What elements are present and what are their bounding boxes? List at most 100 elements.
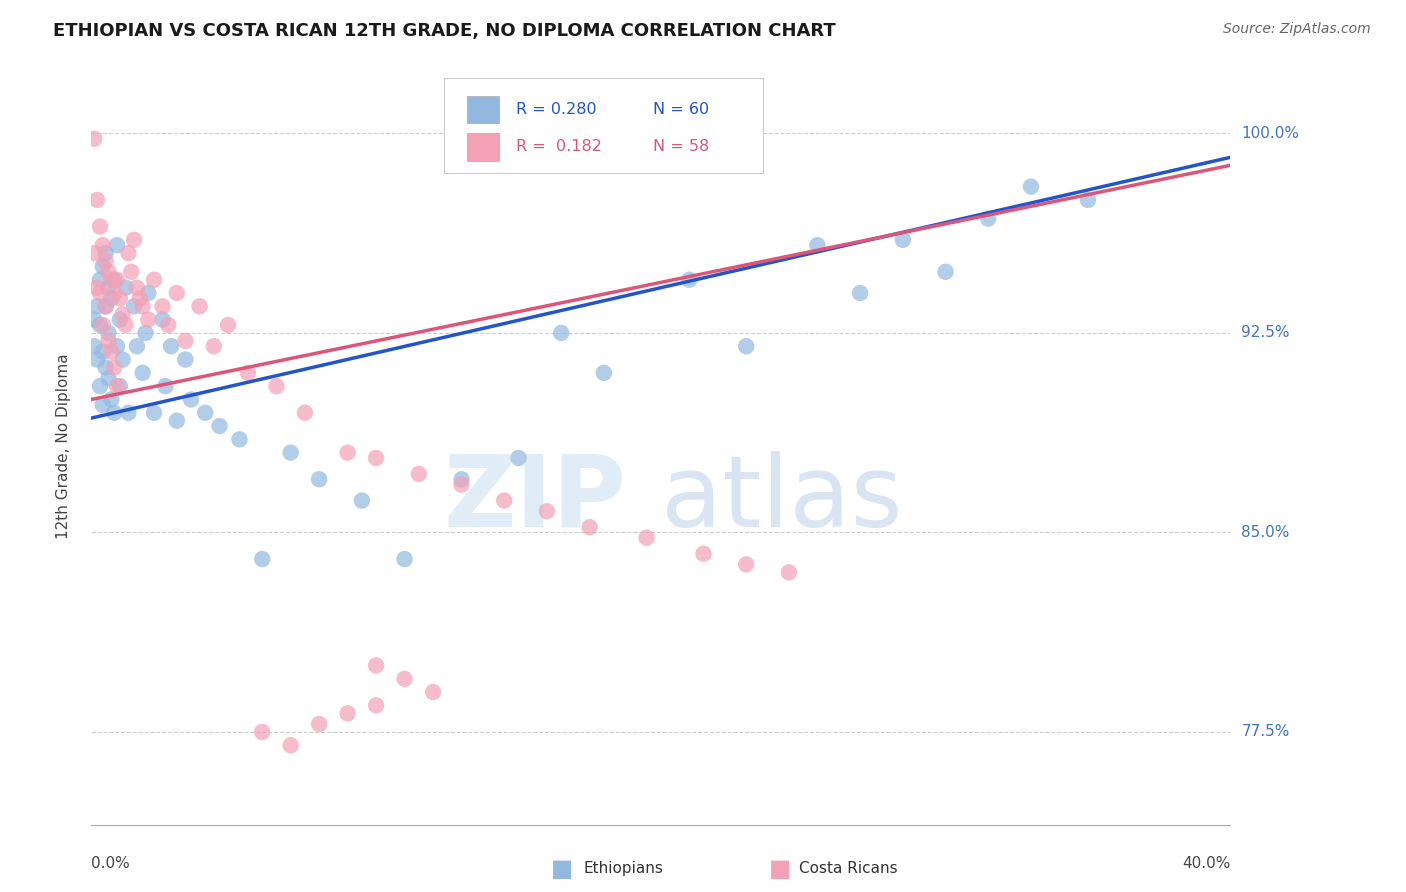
Point: [94, 254, 117, 268]
Point: [143, 406, 166, 420]
Point: [97, 371, 120, 385]
Point: [174, 334, 197, 348]
Point: [89, 318, 111, 332]
Point: [364, 698, 387, 713]
Point: [236, 366, 259, 380]
Point: [120, 265, 142, 279]
Point: [122, 233, 145, 247]
Text: N = 60: N = 60: [652, 102, 709, 117]
Point: [228, 433, 250, 447]
FancyBboxPatch shape: [444, 78, 763, 173]
Point: [977, 211, 1000, 226]
Text: R = 0.280: R = 0.280: [516, 102, 596, 117]
Point: [217, 318, 239, 332]
Point: [138, 286, 160, 301]
Point: [108, 312, 131, 326]
Point: [100, 344, 122, 359]
Text: 85.0%: 85.0%: [1241, 525, 1289, 540]
Point: [114, 281, 136, 295]
Text: Ethiopians: Ethiopians: [583, 862, 664, 876]
Point: [86, 299, 108, 313]
Point: [152, 299, 174, 313]
Point: [550, 326, 572, 340]
Point: [508, 450, 530, 465]
Point: [408, 467, 430, 481]
Point: [280, 445, 302, 459]
Point: [450, 477, 472, 491]
Point: [83, 246, 105, 260]
Point: [105, 238, 128, 252]
Text: Source: ZipAtlas.com: Source: ZipAtlas.com: [1223, 22, 1371, 37]
Text: N = 58: N = 58: [652, 139, 709, 154]
Point: [128, 291, 150, 305]
Text: ■: ■: [769, 857, 792, 880]
Point: [422, 685, 444, 699]
Point: [105, 339, 128, 353]
Point: [735, 339, 758, 353]
Point: [105, 273, 128, 287]
Point: [86, 352, 108, 367]
Point: [180, 392, 202, 407]
Point: [1019, 179, 1042, 194]
Point: [294, 406, 316, 420]
Point: [891, 233, 914, 247]
Point: [97, 281, 120, 295]
Point: [250, 725, 273, 739]
Point: [450, 472, 472, 486]
Point: [89, 379, 111, 393]
Point: [83, 132, 105, 146]
Point: [117, 246, 139, 260]
Point: [105, 379, 128, 393]
Point: [208, 419, 231, 434]
FancyBboxPatch shape: [467, 133, 499, 161]
Point: [336, 706, 359, 721]
Point: [114, 318, 136, 332]
Point: [308, 472, 330, 486]
Point: [806, 238, 828, 252]
Point: [111, 352, 134, 367]
Point: [91, 318, 114, 332]
Point: [174, 352, 197, 367]
Point: [89, 219, 111, 234]
Point: [143, 273, 166, 287]
Point: [250, 552, 273, 566]
Point: [83, 312, 105, 326]
Text: Costa Ricans: Costa Ricans: [799, 862, 897, 876]
Y-axis label: 12th Grade, No Diploma: 12th Grade, No Diploma: [56, 353, 70, 539]
Point: [125, 339, 148, 353]
Text: ■: ■: [551, 857, 574, 880]
Point: [89, 273, 111, 287]
Point: [394, 672, 416, 686]
Point: [578, 520, 600, 534]
Point: [122, 299, 145, 313]
Point: [117, 406, 139, 420]
Point: [735, 558, 758, 572]
Point: [97, 334, 120, 348]
Point: [94, 299, 117, 313]
Point: [160, 339, 183, 353]
Point: [166, 414, 188, 428]
Point: [86, 193, 108, 207]
Point: [155, 379, 177, 393]
Point: [280, 739, 302, 753]
Point: [157, 318, 180, 332]
Point: [266, 379, 288, 393]
Point: [100, 273, 122, 287]
Text: 100.0%: 100.0%: [1241, 126, 1299, 141]
Point: [152, 312, 174, 326]
Point: [364, 658, 387, 673]
Point: [134, 326, 156, 340]
Point: [593, 366, 616, 380]
Point: [91, 260, 114, 274]
Point: [94, 360, 117, 375]
Text: 40.0%: 40.0%: [1182, 855, 1230, 871]
Point: [336, 445, 359, 459]
Point: [678, 273, 700, 287]
Point: [692, 547, 714, 561]
Text: R =  0.182: R = 0.182: [516, 139, 602, 154]
Text: 0.0%: 0.0%: [91, 855, 131, 871]
Text: atlas: atlas: [661, 450, 903, 548]
Text: ETHIOPIAN VS COSTA RICAN 12TH GRADE, NO DIPLOMA CORRELATION CHART: ETHIOPIAN VS COSTA RICAN 12TH GRADE, NO …: [53, 22, 837, 40]
Point: [108, 291, 131, 305]
Point: [849, 286, 872, 301]
